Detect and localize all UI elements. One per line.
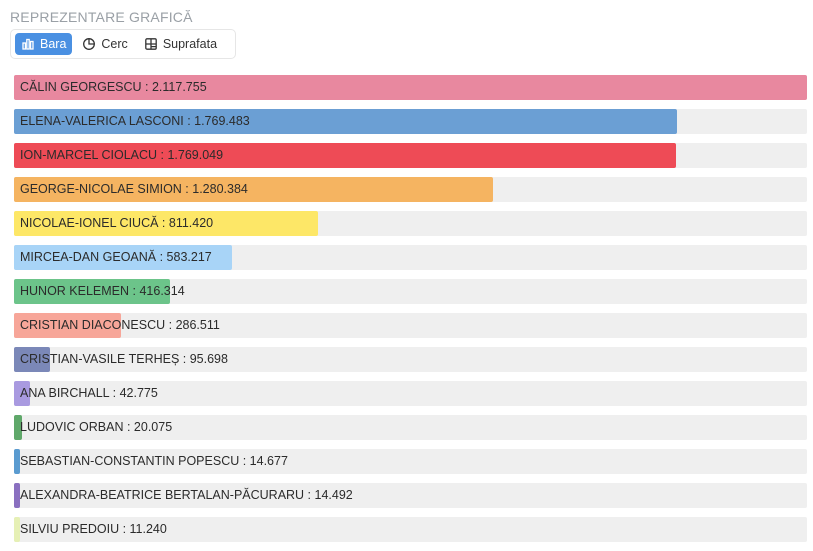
bar-label: ELENA-VALERICA LASCONI : 1.769.483 <box>20 114 250 128</box>
tab-cerc-label: Cerc <box>101 37 128 51</box>
tab-suprafata-label: Suprafata <box>162 37 218 51</box>
bar[interactable] <box>14 143 677 168</box>
bar-label: NICOLAE-IONEL CIUCĂ : 811.420 <box>20 216 214 230</box>
bar[interactable] <box>14 177 494 202</box>
bar[interactable] <box>14 313 122 338</box>
bar-row: ALEXANDRA-BEATRICE BERTALAN-PĂCURARU : 1… <box>14 483 807 508</box>
bar-label: GEORGE-NICOLAE SIMION : 1.280.384 <box>20 182 248 196</box>
bar[interactable] <box>14 279 170 304</box>
bar[interactable] <box>14 109 677 134</box>
tab-cerc[interactable]: Cerc <box>76 33 133 55</box>
bar-label: MIRCEA-DAN GEOANĂ : 583.217 <box>20 250 212 264</box>
bar[interactable] <box>14 415 22 440</box>
bar-row: CRISTIAN-VASILE TERHEȘ : 95.698 <box>14 347 807 372</box>
tab-bara[interactable]: Bara <box>15 33 73 55</box>
bar-label: ANA BIRCHALL : 42.775 <box>20 386 158 400</box>
bar-label: ION-MARCEL CIOLACU : 1.769.049 <box>20 148 224 162</box>
bar-chart: CĂLIN GEORGESCU : 2.117.755 ELENA-VALERIC… <box>14 75 807 551</box>
bar-row: ANA BIRCHALL : 42.775 <box>14 381 807 406</box>
bar-label: SILVIU PREDOIU : 11.240 <box>20 522 167 536</box>
bar-row: SILVIU PREDOIU : 11.240 <box>14 517 807 542</box>
bar-label: ALEXANDRA-BEATRICE BERTALAN-PĂCURARU : 1… <box>20 488 353 502</box>
bar-row: NICOLAE-IONEL CIUCĂ : 811.420 <box>14 211 807 236</box>
bar-row: SEBASTIAN-CONSTANTIN POPESCU : 14.677 <box>14 449 807 474</box>
bar-row: ION-MARCEL CIOLACU : 1.769.049 <box>14 143 807 168</box>
bar-label: CRISTIAN DIACONESCU : 286.511 <box>20 318 220 332</box>
bar[interactable] <box>14 381 31 406</box>
bar-row: HUNOR KELEMEN : 416.314 <box>14 279 807 304</box>
bar[interactable] <box>14 245 233 270</box>
bar[interactable] <box>14 483 20 508</box>
bar-chart-icon <box>21 37 35 51</box>
bar-row: CRISTIAN DIACONESCU : 286.511 <box>14 313 807 338</box>
bar-row: GEORGE-NICOLAE SIMION : 1.280.384 <box>14 177 807 202</box>
area-layout-icon <box>144 37 158 51</box>
bar-row: MIRCEA-DAN GEOANĂ : 583.217 <box>14 245 807 270</box>
bar-label: CĂLIN GEORGESCU : 2.117.755 <box>20 80 207 94</box>
tab-bara-label: Bara <box>40 37 67 51</box>
bar[interactable] <box>14 517 20 542</box>
section-title: REPREZENTARE GRAFICĂ <box>10 9 193 25</box>
bar-label: LUDOVIC ORBAN : 20.075 <box>20 420 173 434</box>
bar[interactable] <box>14 211 318 236</box>
bar[interactable] <box>14 75 807 100</box>
bar-label: SEBASTIAN-CONSTANTIN POPESCU : 14.677 <box>20 454 288 468</box>
bar-row: ELENA-VALERICA LASCONI : 1.769.483 <box>14 109 807 134</box>
bar-row: CĂLIN GEORGESCU : 2.117.755 <box>14 75 807 100</box>
bar[interactable] <box>14 449 20 474</box>
chart-type-tabs: Bara Cerc Suprafata <box>10 29 236 59</box>
pie-chart-icon <box>82 37 96 51</box>
tab-suprafata[interactable]: Suprafata <box>138 33 223 55</box>
bar-label: HUNOR KELEMEN : 416.314 <box>20 284 185 298</box>
bar-label: CRISTIAN-VASILE TERHEȘ : 95.698 <box>20 352 228 366</box>
bar[interactable] <box>14 347 50 372</box>
bar-row: LUDOVIC ORBAN : 20.075 <box>14 415 807 440</box>
